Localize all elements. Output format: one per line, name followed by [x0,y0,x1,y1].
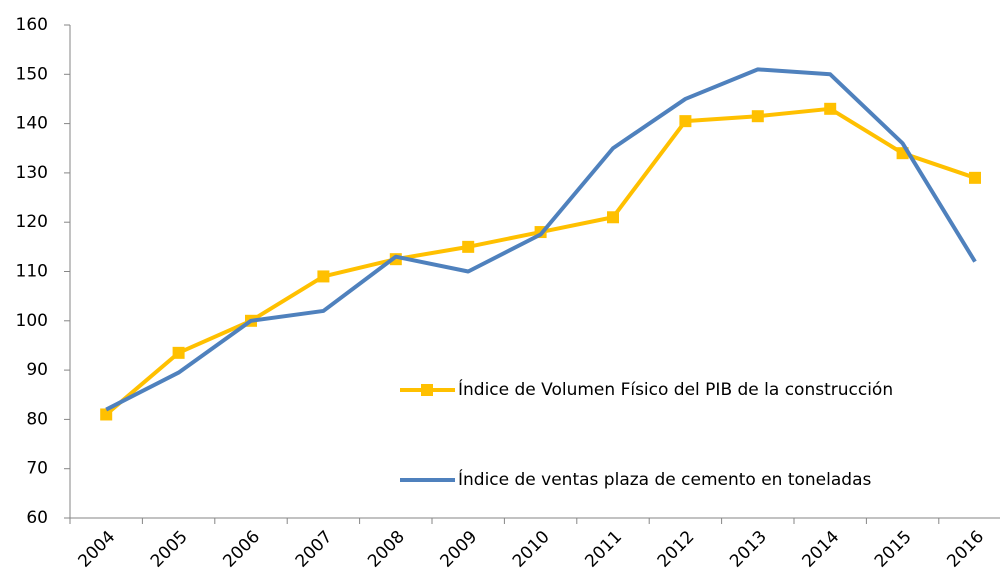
y-tick-label: 120 [16,212,48,232]
y-tick-label: 140 [16,114,48,134]
x-tick-label: 2012 [654,527,699,572]
series-line [105,67,977,412]
point-marker [462,240,475,253]
point-marker [679,115,692,128]
legend-label: Índice de ventas plaza de cemento en ton… [458,468,871,490]
x-tick-label: 2013 [726,527,771,572]
point-marker [100,408,113,421]
y-tick-label: 90 [26,360,48,380]
x-tick-label: 2014 [799,527,844,572]
legend-label: Índice de Volumen Físico del PIB de la c… [458,378,893,400]
y-tick-label: 110 [16,262,48,282]
point-marker [824,102,837,115]
x-tick-label: 2008 [364,527,409,572]
y-tick-label: 80 [26,409,48,429]
y-tick-label: 60 [26,508,48,528]
x-tick-label: 2011 [581,527,626,572]
x-tick-label: 2004 [75,527,120,572]
x-tick-label: 2006 [219,527,264,572]
legend-marker [421,384,433,396]
x-tick-label: 2016 [943,527,988,572]
point-marker [751,110,764,123]
y-tick-label: 100 [16,311,48,331]
x-tick-label: 2009 [437,527,482,572]
point-marker [607,211,619,224]
y-tick-label: 130 [16,163,48,183]
x-tick-label: 2010 [509,527,554,572]
x-tick-label: 2015 [871,527,916,572]
y-tick-label: 70 [26,459,48,479]
point-marker [969,171,981,184]
y-tick-label: 160 [16,15,48,35]
series-line [104,106,976,416]
point-marker [172,346,185,359]
point-marker [317,270,330,283]
x-tick-label: 2007 [292,527,337,572]
y-tick-label: 150 [16,64,48,84]
x-tick-label: 2005 [147,527,192,572]
